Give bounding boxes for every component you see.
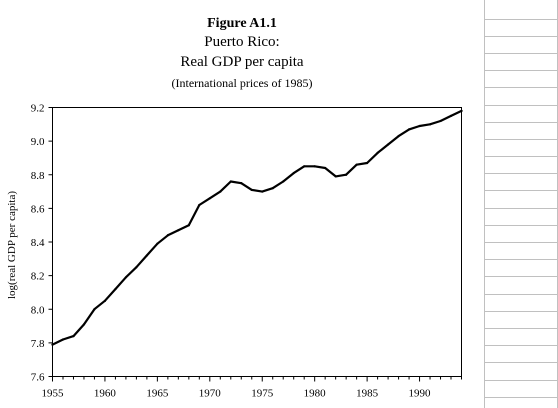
data-point [229, 180, 232, 183]
y-tick-label: 7.8 [31, 338, 45, 350]
y-tick-label: 8.4 [31, 237, 45, 249]
data-point [355, 163, 358, 166]
x-tick-label: 1990 [409, 388, 432, 400]
y-tick-label: 7.6 [31, 372, 45, 384]
data-point [428, 123, 432, 126]
data-point [460, 109, 463, 112]
data-point [313, 165, 316, 168]
data-point [282, 180, 285, 183]
data-point [156, 242, 159, 245]
chart-title-measure: Real GDP per capita [180, 54, 304, 70]
y-tick-label: 8.0 [31, 304, 45, 316]
data-point [261, 190, 264, 193]
y-tick-label: 9.0 [31, 136, 45, 148]
data-point [177, 229, 180, 232]
data-point [397, 134, 400, 138]
y-tick-label: 9.2 [31, 103, 45, 115]
data-point [219, 190, 222, 193]
data-point [250, 188, 253, 191]
data-point [51, 343, 54, 346]
data-point [386, 143, 390, 146]
data-point [166, 234, 169, 237]
data-point [366, 161, 369, 165]
x-tick-label: 1985 [356, 388, 379, 400]
x-tick-label: 1960 [94, 388, 117, 400]
figure-number: Figure A1.1 [207, 16, 277, 31]
y-tick-label: 8.2 [31, 271, 45, 283]
data-point [324, 166, 327, 170]
chart-title-country: Puerto Rico: [204, 34, 280, 50]
data-point [292, 171, 295, 175]
y-axis: 7.6 7.8 8.0 8.2 8.4 8.6 8.8 9.0 9.2 [31, 103, 53, 384]
data-point [93, 308, 96, 311]
data-point [449, 114, 453, 118]
data-point [72, 335, 75, 338]
data-point [303, 165, 306, 168]
data-point [334, 175, 337, 178]
data-point [82, 323, 86, 326]
data-point [103, 299, 107, 302]
spreadsheet-gridlines [484, 19, 558, 398]
data-point [187, 224, 190, 227]
data-point [345, 173, 348, 176]
data-point [135, 266, 138, 269]
data-point [61, 338, 65, 341]
data-point [208, 197, 211, 200]
y-tick-label: 8.8 [31, 170, 45, 182]
data-point [271, 187, 274, 190]
data-point [439, 119, 442, 123]
data-point [145, 254, 148, 257]
x-axis: 1955 1960 1965 1970 1975 1980 1985 1990 [42, 376, 462, 400]
data-point [124, 276, 128, 279]
data-point [407, 128, 411, 131]
plot-area-frame [52, 107, 462, 377]
x-tick-label: 1955 [42, 388, 65, 400]
x-tick-label: 1975 [251, 388, 274, 400]
data-point [198, 203, 201, 207]
series-layer [51, 109, 463, 346]
data-point [418, 124, 421, 128]
y-tick-label: 8.6 [31, 203, 45, 215]
data-point [240, 182, 243, 185]
x-tick-label: 1965 [146, 388, 169, 400]
x-tick-label: 1980 [304, 388, 327, 400]
chart-title-units: (International prices of 1985) [171, 76, 313, 90]
data-point [114, 287, 117, 291]
data-point [376, 151, 379, 154]
x-tick-label: 1970 [199, 388, 222, 400]
series-line-gdp [51, 109, 463, 346]
